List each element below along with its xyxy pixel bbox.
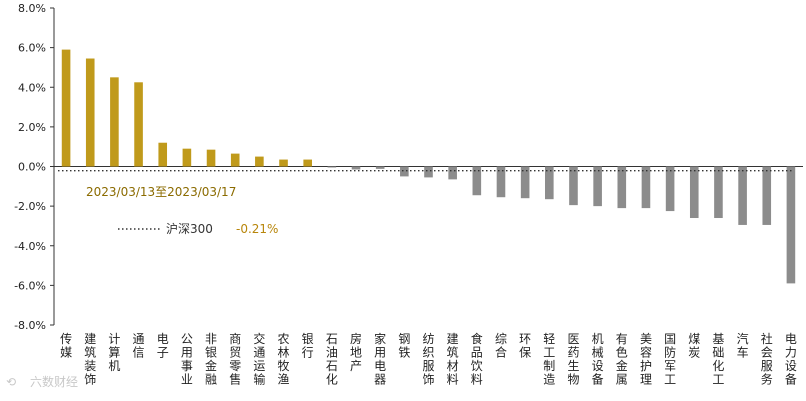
- x-tick-label: 纺织服饰: [422, 332, 434, 387]
- x-tick-label: 建筑材料: [447, 332, 459, 387]
- x-tick-label: 有色金属: [616, 332, 628, 387]
- y-tick-label: -8.0%: [14, 319, 46, 332]
- y-tick-label: 6.0%: [18, 42, 46, 55]
- bar-公用事业: [182, 148, 192, 167]
- x-tick-label: 美容护理: [640, 332, 652, 387]
- bar-房地产: [351, 166, 361, 170]
- x-tick-label: 传媒: [60, 331, 72, 360]
- x-tick-label: 医药生物: [567, 332, 579, 387]
- watermark-icon: ⟲: [6, 375, 16, 389]
- y-tick-label: 8.0%: [18, 2, 46, 15]
- bar-国防军工: [665, 166, 675, 212]
- legend: 沪深300 -0.21%: [118, 222, 278, 236]
- bar-非银金融: [206, 149, 216, 167]
- x-tick-label: 基础化工: [712, 332, 724, 387]
- x-tick-label: 环保: [519, 332, 531, 360]
- x-tick-label: 交通运输: [253, 331, 265, 387]
- bar-环保: [520, 166, 530, 199]
- y-tick-label: 0.0%: [18, 161, 46, 174]
- bar-煤炭: [689, 166, 699, 219]
- x-tick-label: 非银金融: [205, 332, 217, 387]
- bar-纺织服饰: [424, 166, 433, 178]
- x-tick-label: 煤炭: [688, 332, 700, 360]
- bar-轻工制造: [545, 166, 554, 200]
- bar-钢铁: [400, 166, 409, 177]
- bar-传媒: [61, 49, 71, 167]
- y-tick-label: -2.0%: [14, 200, 46, 213]
- y-tick-label: 2.0%: [18, 121, 46, 134]
- x-tick-label: 钢铁: [398, 332, 410, 360]
- x-tick-label: 公用事业: [181, 332, 193, 387]
- bars: [61, 49, 796, 284]
- x-tick-label: 通信: [133, 332, 145, 360]
- x-tick-label: 房地产: [350, 331, 362, 373]
- bar-家用电器: [375, 166, 385, 169]
- bar-电子: [158, 142, 168, 167]
- bar-医药生物: [569, 166, 578, 206]
- x-tick-label: 银行: [302, 332, 314, 360]
- date-range-annotation: 2023/03/13至2023/03/17: [86, 185, 236, 199]
- bar-银行: [303, 159, 312, 167]
- x-tick-label: 机械设备: [592, 332, 604, 387]
- bar-社会服务: [762, 166, 772, 225]
- x-tick-label: 电力设备: [785, 332, 797, 387]
- x-tick-label: 电子: [157, 332, 169, 360]
- bar-农林牧渔: [279, 159, 288, 167]
- x-tick-label: 家用电器: [374, 331, 386, 387]
- y-tick-label: -6.0%: [14, 279, 46, 292]
- bar-汽车: [738, 166, 747, 225]
- watermark-text: 六数财经: [30, 374, 78, 389]
- bar-电力设备: [786, 166, 796, 284]
- x-tick-label: 社会服务: [761, 331, 773, 387]
- x-tick-label: 商贸零售: [229, 331, 241, 387]
- bar-机械设备: [593, 166, 602, 207]
- bar-石油石化: [327, 166, 337, 168]
- bar-商贸零售: [230, 153, 240, 167]
- x-tick-label: 建筑装饰: [84, 332, 96, 387]
- watermark: ⟲ 六数财经: [6, 374, 78, 389]
- bar-通信: [134, 82, 143, 167]
- x-tick-label: 汽车: [737, 331, 749, 360]
- x-tick-label: 轻工制造: [543, 332, 555, 387]
- bar-食品饮料: [472, 166, 482, 196]
- bar-建筑材料: [448, 166, 457, 180]
- x-tick-label: 石油石化: [326, 332, 338, 387]
- y-tick-label: 4.0%: [18, 81, 46, 94]
- bar-基础化工: [714, 166, 723, 219]
- x-tick-label: 综合: [495, 332, 507, 360]
- bar-综合: [496, 166, 506, 198]
- x-tick-label: 农林牧渔: [278, 332, 290, 387]
- legend-value: -0.21%: [236, 222, 278, 236]
- x-tick-label: 食品饮料: [471, 331, 483, 387]
- x-tick-label: 国防军工: [664, 332, 676, 387]
- bar-计算机: [110, 77, 119, 167]
- x-tick-label: 计算机: [108, 332, 120, 373]
- legend-label: 沪深300: [166, 222, 213, 236]
- bar-建筑装饰: [85, 58, 95, 167]
- bar-有色金属: [617, 166, 627, 209]
- axes: 8.0% 6.0% 4.0% 2.0% 0.0% -2.0% -4.0% -6.0% -8.0%: [14, 2, 803, 332]
- bar-交通运输: [255, 156, 264, 167]
- y-tick-label: -4.0%: [14, 240, 46, 253]
- bar-美容护理: [641, 166, 651, 209]
